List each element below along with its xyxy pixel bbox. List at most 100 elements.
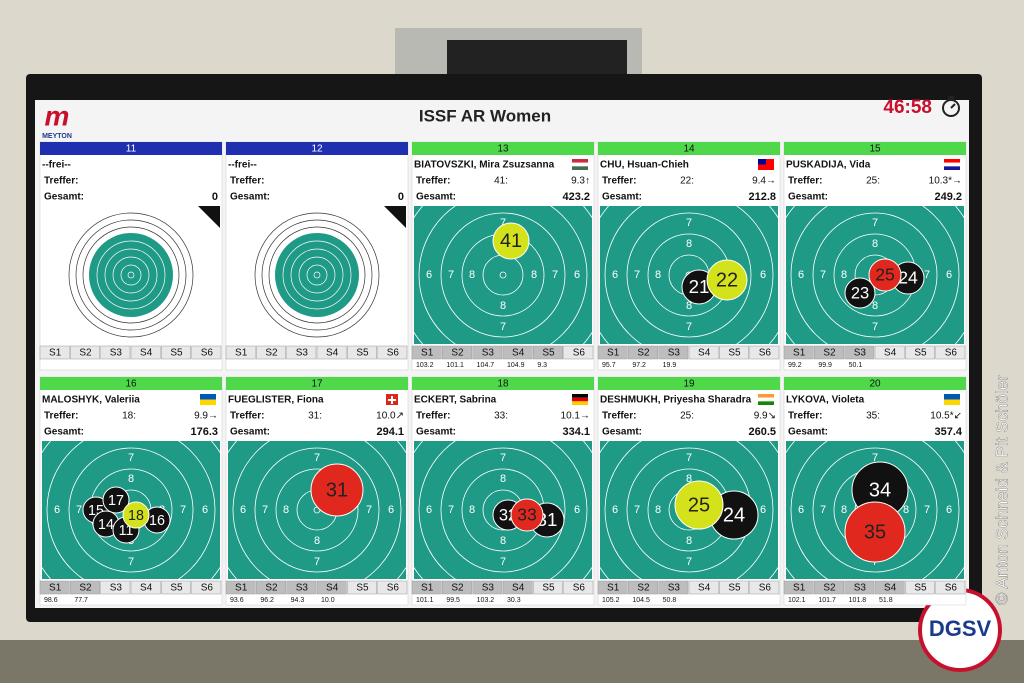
series-cell	[316, 345, 347, 360]
series-score: 105.2	[602, 597, 620, 604]
treffer-label: Treffer:	[602, 411, 636, 422]
target: 66777788882425	[600, 441, 778, 579]
target: 6677778888151714111618	[42, 441, 220, 579]
series-label: S5	[356, 583, 369, 594]
flag-stripe	[200, 399, 216, 405]
ring-label: 8	[686, 300, 692, 312]
total-score: 0	[398, 191, 404, 203]
series-cell	[563, 345, 594, 360]
ring-label: 6	[612, 269, 618, 281]
ring	[812, 212, 938, 338]
series-score: 103.2	[477, 597, 495, 604]
ring-label: 8	[686, 535, 692, 547]
inner-ring	[290, 248, 344, 302]
lane-number: 20	[869, 379, 881, 390]
ring-label: 6	[574, 504, 580, 516]
lane-number: 11	[126, 144, 137, 155]
ring-label: 8	[686, 238, 692, 250]
ring-label: 8	[314, 535, 320, 547]
series-score: 19.9	[663, 362, 677, 369]
last-shot: 10.3*→	[929, 176, 962, 187]
series-score: 104.7	[477, 362, 495, 369]
ring-label: 7	[500, 452, 506, 464]
ring-label: 6	[388, 504, 394, 516]
badge: DGSV	[929, 616, 992, 641]
series-label: S3	[854, 348, 867, 359]
series-cell	[749, 345, 780, 360]
stopwatch-icon	[942, 99, 960, 117]
last-shot: 9.3↑	[571, 176, 590, 187]
shot-label: 18	[128, 508, 144, 524]
total-score: 334.1	[562, 426, 590, 438]
flag-cross	[388, 396, 396, 404]
ring	[604, 441, 774, 579]
flag-stripe	[572, 401, 588, 405]
series-label: S6	[573, 348, 586, 359]
flag-stripe	[572, 166, 588, 170]
series-label: S2	[823, 348, 836, 359]
series-cell	[628, 580, 658, 595]
lane-cell: 19 DESHMUKH, Priyesha Sharadra Treffer: Ges…	[597, 376, 781, 606]
ring-label: 7	[686, 321, 692, 333]
ring-label: 8	[500, 473, 506, 485]
target: 66777788883435	[786, 441, 964, 579]
shot-label: 25	[875, 265, 895, 285]
target-center	[89, 233, 173, 317]
treffer-label: Treffer:	[416, 411, 450, 422]
last-shot: 10.5*↙	[930, 411, 962, 422]
series-label: S2	[79, 583, 92, 594]
ring-label: 7	[76, 504, 82, 516]
lane-header	[784, 377, 966, 390]
watermark: © Anton Schneid & Pit Schöler	[992, 375, 1011, 605]
series-score: 101.1	[416, 597, 434, 604]
hit-count: 22:	[680, 176, 694, 187]
series-cell	[225, 345, 256, 360]
series-label: S2	[823, 583, 836, 594]
shot	[706, 259, 748, 301]
series-cell	[844, 580, 875, 595]
series-label: S6	[201, 583, 214, 594]
series-score: 50.1	[849, 362, 863, 369]
series-label: S5	[356, 348, 369, 359]
shot	[674, 480, 724, 530]
series-cell	[533, 580, 563, 595]
series-cell	[256, 580, 286, 595]
gesamt-label: Gesamt:	[44, 427, 84, 438]
series-label: S6	[759, 348, 772, 359]
flag-stripe	[572, 397, 588, 402]
series-label: S6	[573, 583, 586, 594]
last-shot: 9.9↘	[754, 411, 776, 422]
hit-count: 18:	[122, 411, 136, 422]
series-score: 99.9	[818, 362, 832, 369]
lane-number: 19	[683, 379, 695, 390]
series-label: S3	[296, 348, 309, 359]
shot-label: 41	[500, 230, 522, 252]
ring-label: 7	[634, 269, 640, 281]
gesamt-label: Gesamt:	[416, 427, 456, 438]
ring-label: 6	[574, 269, 580, 281]
total-score: 176.3	[190, 426, 218, 438]
shot-label: 16	[149, 513, 165, 529]
target-center	[275, 233, 359, 317]
series-cell	[256, 345, 286, 360]
series-cell	[191, 345, 222, 360]
ring-label: 8	[283, 504, 289, 516]
ring-label: 7	[128, 452, 134, 464]
series-cell	[563, 580, 594, 595]
ring	[254, 447, 380, 573]
ring	[626, 212, 752, 338]
series-cell	[658, 580, 689, 595]
series-label: S4	[698, 348, 711, 359]
series-cell	[411, 345, 442, 360]
ring-label: 6	[426, 504, 432, 516]
series-label: S3	[668, 583, 681, 594]
series-label: S1	[235, 348, 248, 359]
series-cell	[377, 345, 408, 360]
series-cell	[597, 345, 628, 360]
ring-label: 7	[448, 269, 454, 281]
ring	[275, 468, 359, 552]
ring-label: 7	[924, 504, 930, 516]
logo-text: MEYTON	[42, 133, 72, 140]
gesamt-label: Gesamt:	[230, 427, 270, 438]
logo-mark: m	[45, 100, 70, 131]
